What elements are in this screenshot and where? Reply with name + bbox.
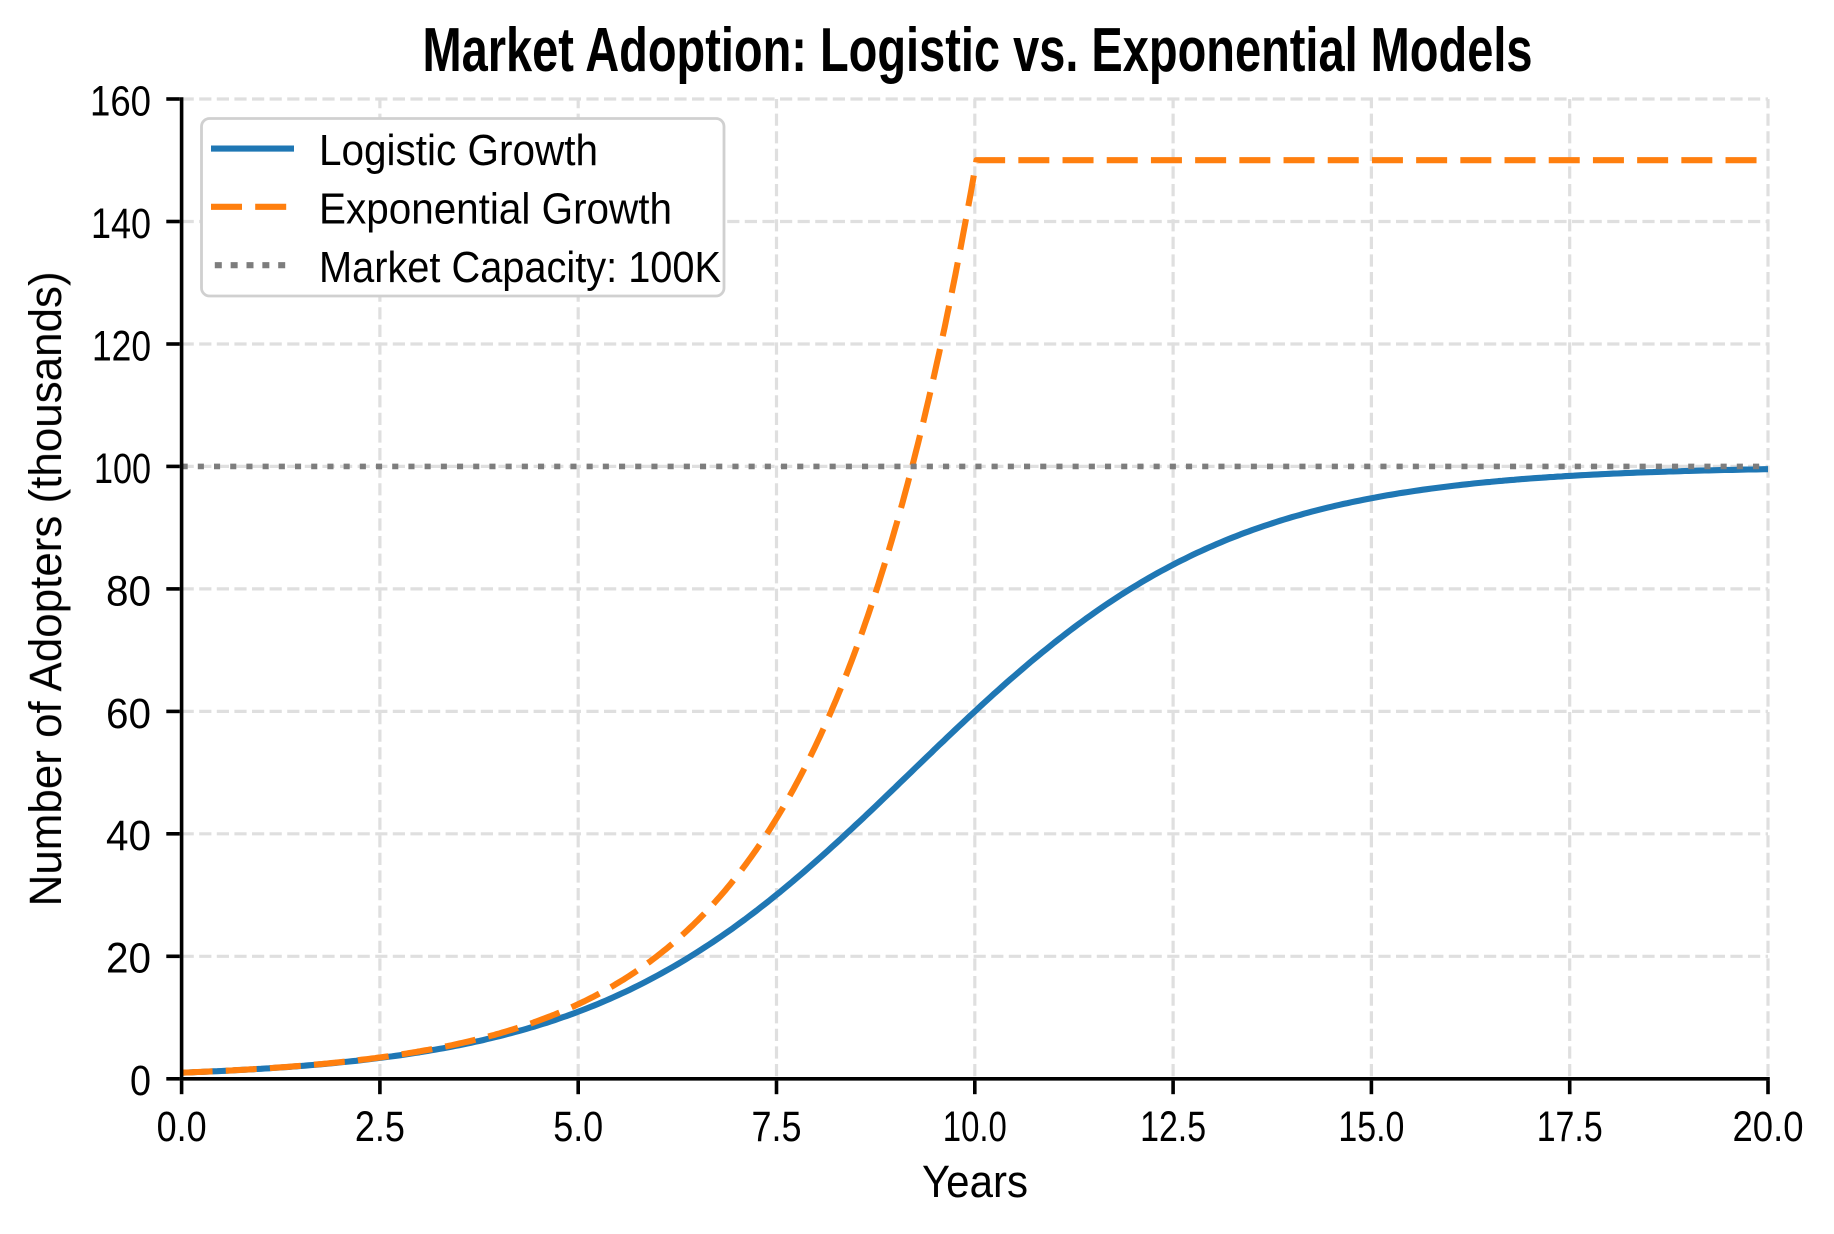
svg-text:60: 60 xyxy=(106,690,151,738)
svg-text:140: 140 xyxy=(91,200,151,248)
svg-text:20: 20 xyxy=(106,935,151,983)
svg-text:Years: Years xyxy=(922,1156,1028,1207)
svg-text:Exponential Growth: Exponential Growth xyxy=(319,185,672,234)
svg-text:0.0: 0.0 xyxy=(157,1103,207,1151)
svg-text:80: 80 xyxy=(106,567,151,615)
svg-text:17.5: 17.5 xyxy=(1537,1103,1603,1151)
svg-text:15.0: 15.0 xyxy=(1338,1103,1404,1151)
svg-text:0: 0 xyxy=(130,1057,151,1105)
svg-text:120: 120 xyxy=(92,322,151,370)
svg-text:100: 100 xyxy=(94,445,151,493)
svg-text:Market Capacity: 100K: Market Capacity: 100K xyxy=(319,243,721,292)
svg-text:20.0: 20.0 xyxy=(1733,1103,1804,1151)
svg-text:5.0: 5.0 xyxy=(553,1103,603,1151)
svg-text:160: 160 xyxy=(90,77,151,125)
svg-text:10.0: 10.0 xyxy=(943,1103,1007,1151)
svg-text:Number of Adopters (thousands): Number of Adopters (thousands) xyxy=(20,271,71,906)
svg-text:Logistic Growth: Logistic Growth xyxy=(319,126,598,175)
svg-text:40: 40 xyxy=(106,812,151,860)
svg-text:7.5: 7.5 xyxy=(752,1103,802,1151)
svg-text:Market Adoption: Logistic vs.: Market Adoption: Logistic vs. Exponentia… xyxy=(423,16,1533,85)
svg-text:12.5: 12.5 xyxy=(1140,1103,1206,1151)
svg-text:2.5: 2.5 xyxy=(355,1103,405,1151)
